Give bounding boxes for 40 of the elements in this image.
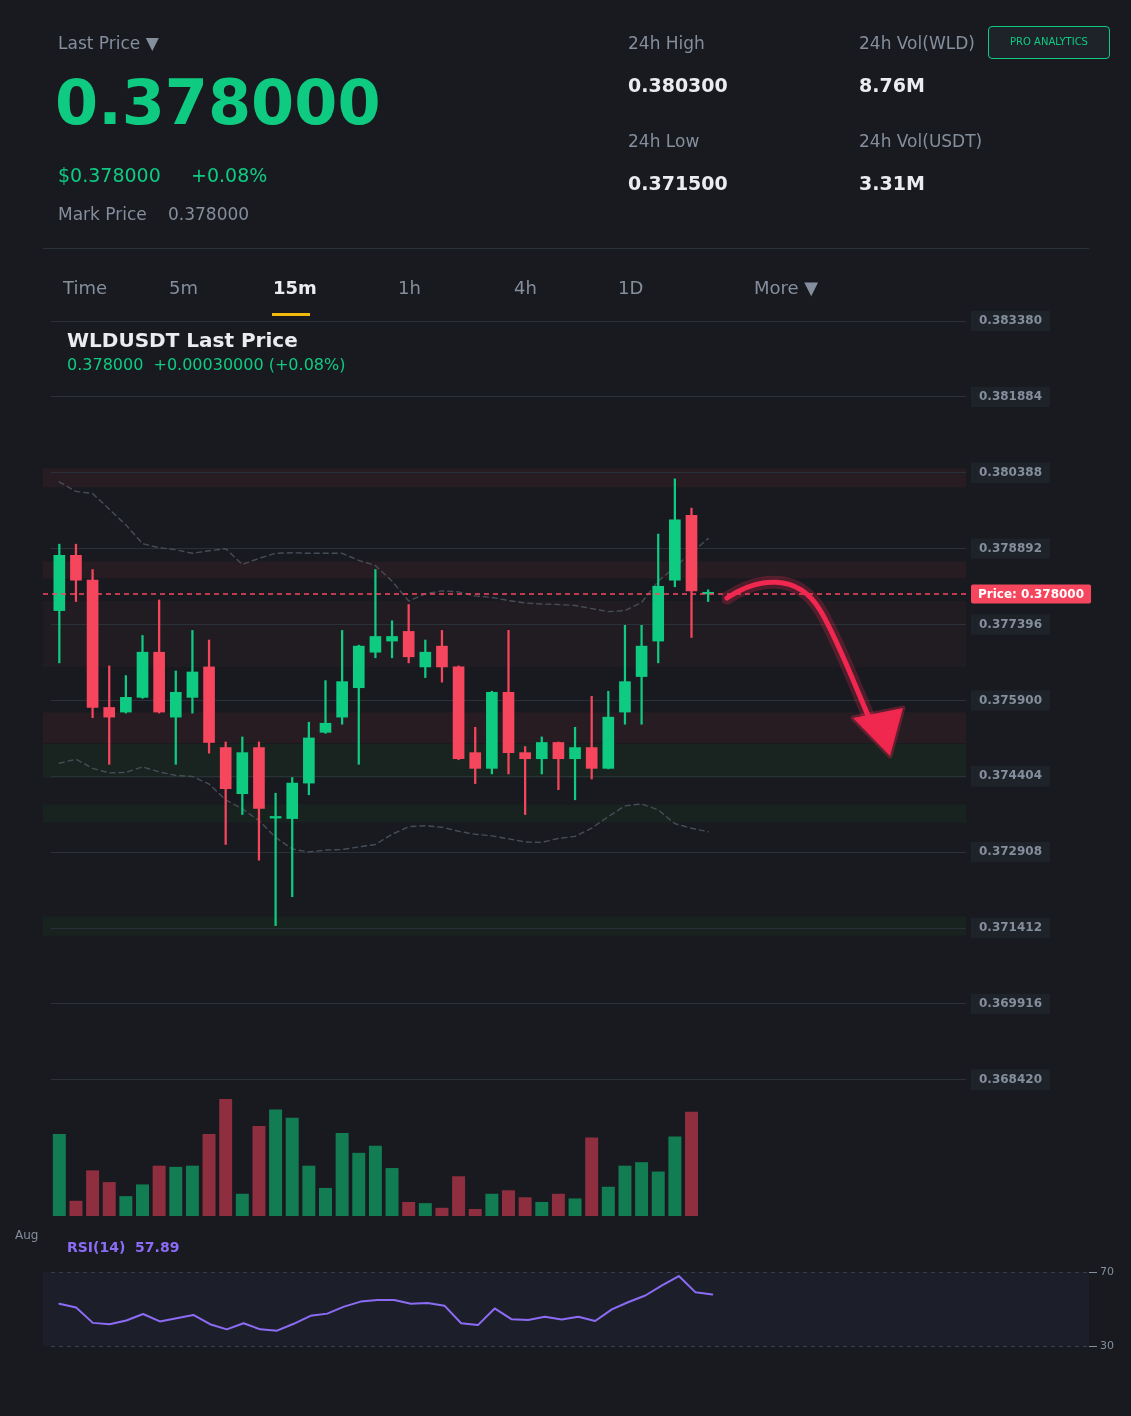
text: 24h High xyxy=(628,33,705,54)
text: Aug xyxy=(15,1228,39,1243)
text: 15m xyxy=(273,277,317,299)
y-tick-label: 0.380388 xyxy=(979,464,1043,479)
text: 8.76M xyxy=(859,74,925,97)
button: PRO ANALYTICS xyxy=(988,26,1110,59)
y-tick-label: 0.368420 xyxy=(979,1071,1043,1086)
text: +0.08% xyxy=(191,164,268,187)
y-tick-label: 70 xyxy=(1100,1264,1114,1278)
y-tick-label: 0.383380 xyxy=(979,313,1043,328)
text: 0.371500 xyxy=(628,172,728,195)
text: 0.378000 xyxy=(55,66,381,141)
text: 24h Vol(WLD) xyxy=(859,33,975,54)
text: 24h Vol(USDT) xyxy=(859,131,983,152)
text: More ▼ xyxy=(754,277,819,299)
text: 0.378000 +0.00030000 (+0.08%) xyxy=(67,355,346,375)
text: 4h xyxy=(514,277,537,299)
text: 24h Low xyxy=(628,131,700,152)
text: 1D xyxy=(618,277,644,299)
text: 5m xyxy=(169,277,198,299)
text: 0.380300 xyxy=(628,74,728,97)
y-tick-label: 0.377396 xyxy=(979,616,1043,631)
chart-title: RSI(14) 57.89 xyxy=(67,1239,180,1256)
y-tick-label: 0.374404 xyxy=(979,768,1043,783)
y-tick-label: 0.369916 xyxy=(979,996,1043,1011)
text: Mark Price xyxy=(58,204,147,225)
text: Time xyxy=(63,277,108,299)
text: Last Price ▼ xyxy=(58,33,159,54)
text: $0.378000 xyxy=(58,164,161,187)
y-tick-label: 0.372908 xyxy=(979,844,1043,859)
ref-line-label: Price: 0.378000 xyxy=(978,586,1085,601)
text: 0.378000 xyxy=(168,204,250,225)
chart-title: WLDUSDT Last Price xyxy=(67,328,298,352)
y-tick-label: 0.381884 xyxy=(979,389,1043,404)
y-tick-label: 0.375900 xyxy=(979,692,1043,707)
y-tick-label: 0.371412 xyxy=(979,920,1043,935)
y-tick-label: 30 xyxy=(1100,1338,1114,1352)
text: 1h xyxy=(398,277,421,299)
y-tick-label: 0.378892 xyxy=(979,540,1043,555)
text: 3.31M xyxy=(859,172,925,195)
